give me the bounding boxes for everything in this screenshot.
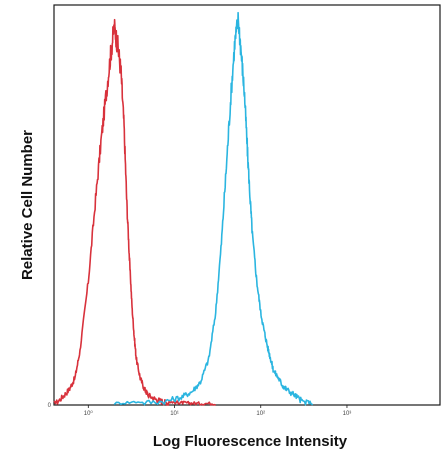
x-axis-title: Log Fluorescence Intensity: [153, 433, 348, 450]
x-ticks: 10⁰ 10¹ 10² 10³: [84, 405, 352, 417]
x-tick-label: 10³: [343, 411, 352, 417]
y-tick-label: 0: [48, 403, 52, 409]
series-layer: [53, 11, 314, 406]
y-axis-title: Relative Cell Number: [19, 130, 36, 280]
x-tick-label: 10⁰: [84, 410, 94, 417]
series-line-0: [53, 18, 216, 406]
plot-frame: [53, 4, 441, 406]
series-line-1: [113, 11, 314, 406]
x-tick-label: 10¹: [170, 411, 179, 417]
x-tick-label: 10²: [256, 411, 265, 417]
